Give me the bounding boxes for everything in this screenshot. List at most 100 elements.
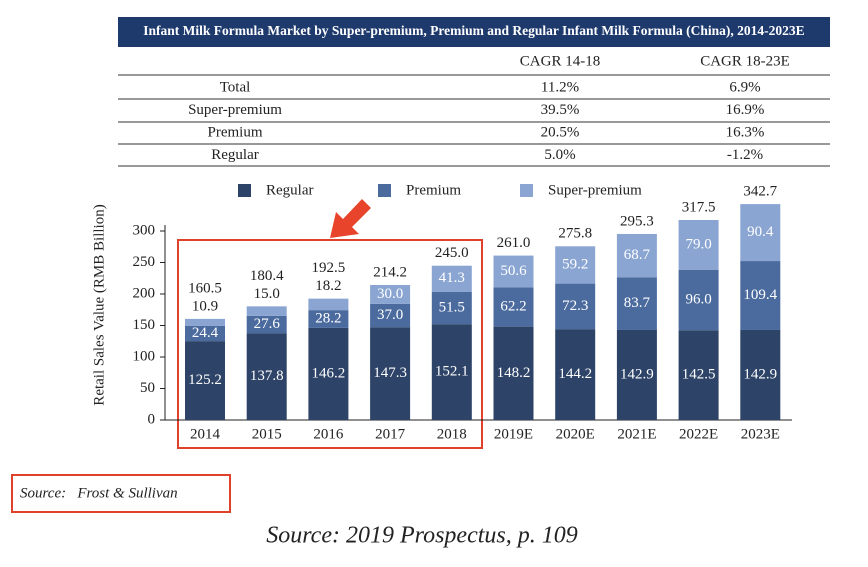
total-label: 317.5 (682, 199, 716, 215)
value-label: 51.5 (439, 299, 465, 315)
bar-segment (493, 287, 534, 327)
value-label: 125.2 (188, 372, 222, 388)
table-cell: Super-premium (188, 102, 282, 118)
total-label: 245.0 (435, 245, 469, 261)
bar-segment (246, 315, 287, 334)
bar-segment (370, 327, 411, 420)
table-cell: -1.2% (727, 147, 763, 163)
caption: Source: 2019 Prospectus, p. 109 (266, 523, 578, 549)
bar-segment (370, 284, 411, 304)
bar-segment (493, 255, 534, 288)
legend-swatch (378, 184, 391, 197)
bar-segment (246, 333, 287, 420)
y-tick-label: 0 (148, 411, 156, 427)
value-label: 24.4 (192, 325, 219, 341)
bar-segment (740, 261, 781, 330)
bar-segment (616, 329, 657, 420)
value-label: 18.2 (315, 278, 341, 294)
source: Source: Frost & Sullivan (20, 485, 178, 501)
total-label: 160.5 (188, 280, 222, 296)
value-label: 137.8 (250, 368, 284, 384)
x-tick-label: 2016 (313, 426, 344, 442)
x-tick-label: 2023E (741, 426, 780, 442)
table-cell: 5.0% (544, 147, 575, 163)
value-label: 59.2 (562, 256, 588, 272)
value-label: 142.5 (682, 367, 716, 383)
bar-segment (431, 324, 472, 420)
value-label: 41.3 (439, 270, 465, 286)
bar-segment (370, 303, 411, 328)
total-label: 295.3 (620, 213, 654, 229)
value-label: 62.2 (500, 298, 526, 314)
bar-segment (185, 325, 225, 342)
x-tick-label: 2015 (252, 426, 282, 442)
bar-segment (185, 318, 225, 326)
x-tick-label: 2017 (375, 426, 406, 442)
value-label: 79.0 (685, 236, 711, 252)
value-label: 27.6 (254, 316, 281, 332)
bar-segment (555, 283, 596, 330)
source-box (11, 474, 231, 513)
x-tick-label: 2014 (190, 426, 221, 442)
y-tick-label: 300 (133, 222, 156, 238)
table-cell: 16.3% (726, 124, 765, 140)
table-header: CAGR 18-23E (700, 53, 790, 69)
bar-segment (678, 269, 719, 331)
arrow (330, 199, 371, 238)
value-label: 142.9 (620, 366, 654, 382)
bar-segment (308, 310, 349, 328)
table-cell: Regular (211, 147, 258, 163)
table-cell: 39.5% (541, 102, 580, 118)
total-label: 192.5 (312, 260, 346, 276)
value-label: 15.0 (254, 286, 280, 302)
bar-segment (308, 298, 349, 311)
total-label: 261.0 (497, 235, 531, 251)
value-label: 10.9 (192, 298, 218, 314)
value-label: 109.4 (743, 287, 777, 303)
y-tick-label: 100 (133, 348, 156, 364)
x-tick-label: 2020E (556, 426, 595, 442)
highlight-box (177, 239, 483, 449)
bar-segment (431, 265, 472, 292)
value-label: 50.6 (500, 263, 527, 279)
value-label: 147.3 (373, 365, 407, 381)
x-tick-label: 2021E (617, 426, 656, 442)
value-label: 152.1 (435, 364, 469, 380)
table-cell: Total (220, 79, 251, 95)
bar-segment (740, 329, 781, 420)
x-tick-label: 2019E (494, 426, 533, 442)
table-cell: 20.5% (541, 124, 580, 140)
x-tick-label: 2018 (437, 426, 467, 442)
table-cell: 16.9% (726, 102, 765, 118)
bar-segment (740, 204, 781, 262)
table-cell: 6.9% (729, 79, 760, 95)
value-label: 142.9 (743, 366, 777, 382)
y-axis-label: Retail Sales Value (RMB Billion) (91, 204, 107, 405)
value-label: 90.4 (747, 224, 774, 240)
value-label: 96.0 (685, 291, 711, 307)
bar-segment (678, 219, 719, 270)
legend-label: Regular (266, 182, 313, 198)
bar-segment (616, 277, 657, 330)
value-label: 72.3 (562, 298, 588, 314)
x-tick-label: 2022E (679, 426, 718, 442)
value-label: 148.2 (497, 365, 531, 381)
bar-segment (555, 329, 596, 420)
legend-swatch (238, 184, 251, 197)
value-label: 28.2 (315, 310, 341, 326)
title-banner (118, 17, 830, 47)
bar-segment (493, 326, 534, 420)
y-tick-label: 250 (133, 254, 156, 270)
value-label: 30.0 (377, 286, 403, 302)
table-header: CAGR 14-18 (520, 53, 600, 69)
value-label: 144.2 (558, 366, 592, 382)
bar-segment (246, 306, 287, 316)
total-label: 214.2 (373, 264, 407, 280)
total-label: 275.8 (558, 226, 592, 242)
value-label: 83.7 (624, 295, 651, 311)
y-tick-label: 200 (133, 285, 156, 301)
bar-segment (431, 291, 472, 325)
legend-swatch (520, 184, 533, 197)
legend-label: Premium (406, 182, 461, 198)
